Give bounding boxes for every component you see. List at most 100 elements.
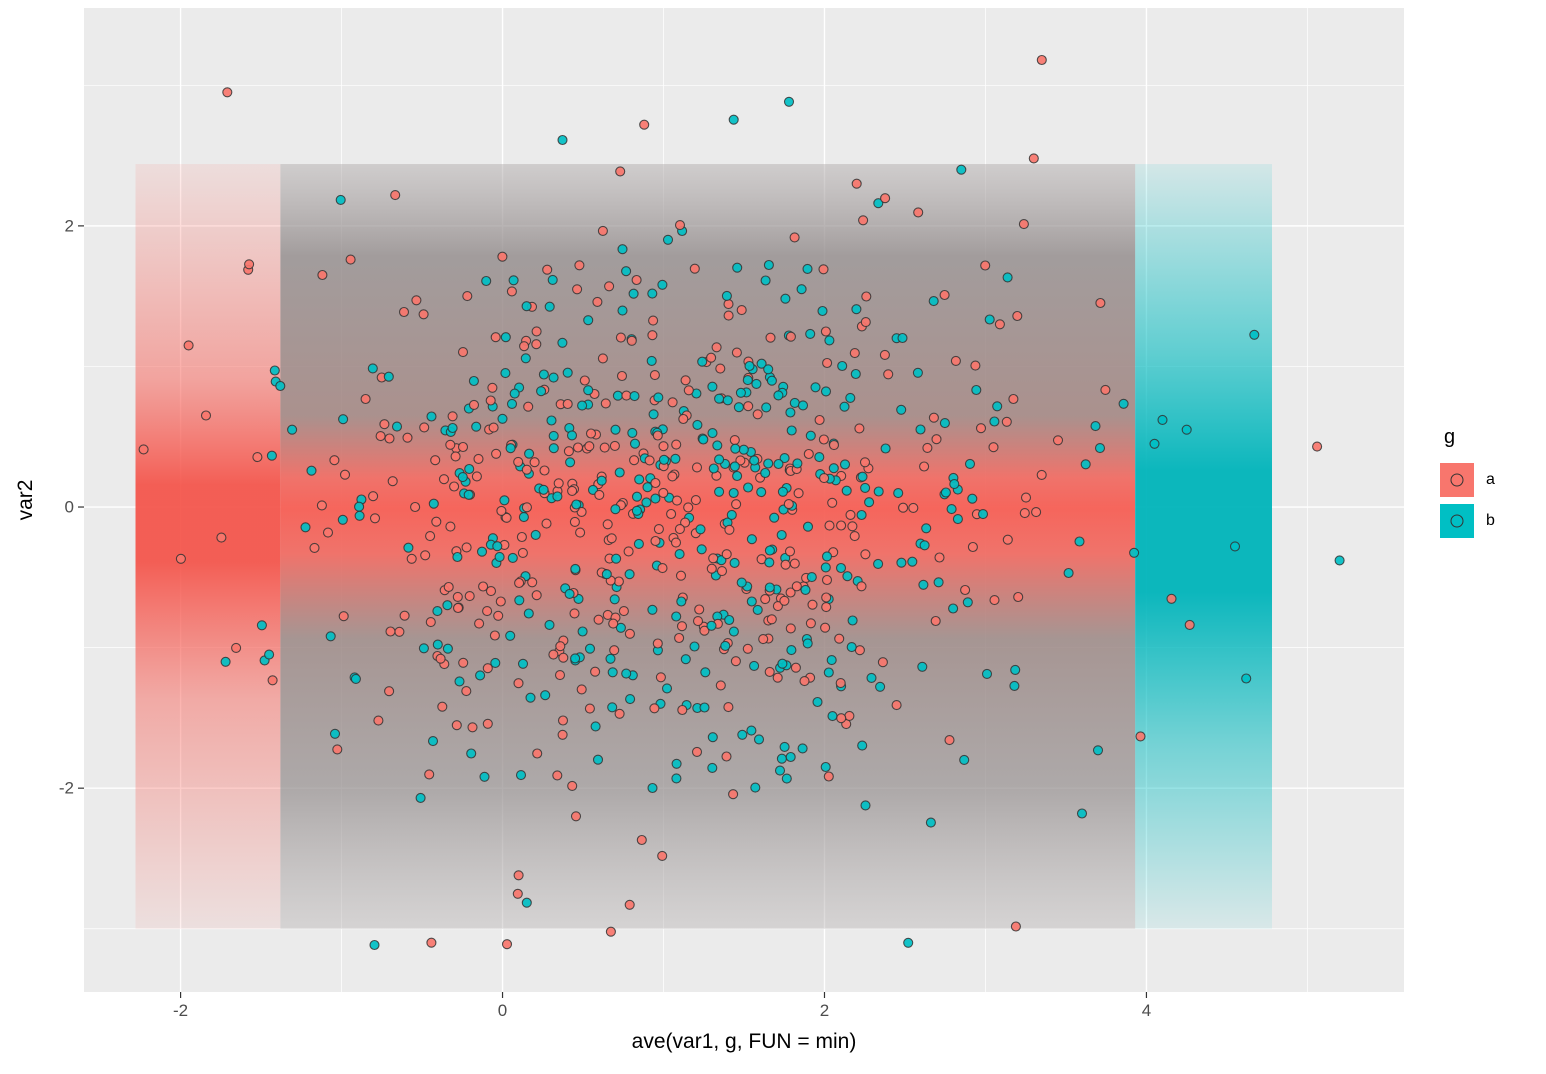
data-point-a — [467, 722, 478, 733]
data-point-b — [726, 509, 737, 520]
data-point-b — [769, 512, 780, 523]
data-point-b — [763, 458, 774, 469]
data-point-b — [540, 690, 551, 701]
data-point-b — [596, 475, 607, 486]
data-point-a — [1018, 219, 1029, 230]
data-point-a — [606, 533, 617, 544]
data-point-a — [765, 332, 776, 343]
data-point-a — [836, 713, 847, 724]
data-point-a — [671, 439, 682, 450]
data-point-a — [567, 485, 578, 496]
data-point-a — [658, 441, 669, 452]
data-point-a — [715, 363, 726, 374]
data-point-a — [521, 502, 532, 513]
data-point-b — [766, 375, 777, 386]
data-point-b — [577, 626, 588, 637]
data-point-b — [752, 604, 763, 615]
data-point-b — [1074, 536, 1085, 547]
data-point-b — [269, 365, 280, 376]
data-point-b — [746, 725, 757, 736]
data-point-a — [928, 412, 939, 423]
data-point-a — [708, 553, 719, 564]
data-point-a — [569, 608, 580, 619]
data-point-a — [252, 452, 263, 463]
data-point-a — [1052, 435, 1064, 446]
data-point-a — [452, 591, 463, 602]
data-point-b — [609, 594, 620, 605]
data-point-a — [447, 411, 458, 422]
data-point-a — [623, 546, 634, 557]
data-point-b — [287, 424, 298, 435]
data-point-a — [711, 342, 722, 353]
data-point-a — [950, 355, 961, 366]
data-point-b — [1149, 438, 1160, 449]
data-point-b — [783, 96, 795, 107]
data-point-a — [667, 471, 678, 482]
data-point-a — [521, 464, 532, 475]
data-point-b — [657, 279, 668, 290]
data-point-b — [841, 485, 852, 496]
data-point-b — [617, 305, 628, 316]
data-point-a — [674, 632, 685, 644]
data-point-b — [457, 472, 468, 483]
data-point-a — [585, 428, 597, 439]
data-point-b — [959, 754, 970, 765]
data-point-a — [614, 708, 625, 719]
data-point-b — [786, 425, 797, 436]
data-point-a — [552, 770, 563, 781]
data-point-b — [500, 368, 511, 379]
data-point-a — [821, 602, 832, 613]
data-point-b — [418, 643, 429, 654]
data-point-b — [764, 582, 775, 593]
data-point-a — [615, 332, 626, 343]
data-point-a — [854, 423, 865, 434]
data-point-b — [432, 606, 443, 617]
data-point-b — [821, 551, 833, 562]
data-point-a — [599, 442, 610, 453]
data-point-a — [652, 430, 663, 441]
data-point-b — [707, 732, 718, 743]
data-point-a — [570, 811, 582, 822]
data-point-a — [647, 330, 658, 341]
data-point-a — [461, 686, 472, 697]
data-point-a — [379, 419, 390, 430]
data-point-b — [562, 367, 573, 378]
data-point-b — [919, 540, 930, 551]
data-point-a — [859, 457, 871, 468]
data-point-a — [1010, 921, 1021, 932]
data-point-a — [513, 678, 524, 689]
data-point-b — [335, 194, 346, 205]
data-point-a — [443, 581, 454, 593]
data-point-a — [489, 630, 500, 641]
data-point-b — [671, 611, 682, 622]
data-point-b — [646, 355, 657, 366]
data-point-a — [602, 519, 613, 530]
data-point-b — [350, 673, 361, 684]
data-point-b — [680, 654, 691, 665]
data-point-a — [1020, 492, 1032, 503]
data-point-b — [802, 638, 813, 649]
data-point-a — [1013, 591, 1024, 603]
data-point-b — [538, 484, 549, 495]
data-point-b — [583, 315, 594, 326]
data-point-b — [728, 487, 739, 499]
legend-key-b — [1440, 504, 1474, 538]
data-point-b — [732, 470, 743, 482]
data-point-b — [753, 734, 765, 745]
data-point-a — [557, 715, 569, 726]
data-point-a — [514, 577, 525, 589]
data-point-b — [903, 937, 914, 948]
data-point-b — [802, 263, 813, 274]
data-point-b — [984, 314, 995, 325]
data-point-b — [547, 274, 558, 285]
data-point-b — [699, 702, 710, 713]
data-point-b — [500, 332, 511, 343]
data-point-b — [952, 514, 963, 525]
data-point-b — [557, 337, 568, 348]
data-point-b — [494, 551, 505, 562]
data-point-b — [590, 721, 601, 732]
data-point-b — [306, 465, 317, 476]
data-point-a — [309, 542, 320, 553]
data-point-a — [785, 587, 796, 598]
data-point-a — [723, 310, 734, 321]
